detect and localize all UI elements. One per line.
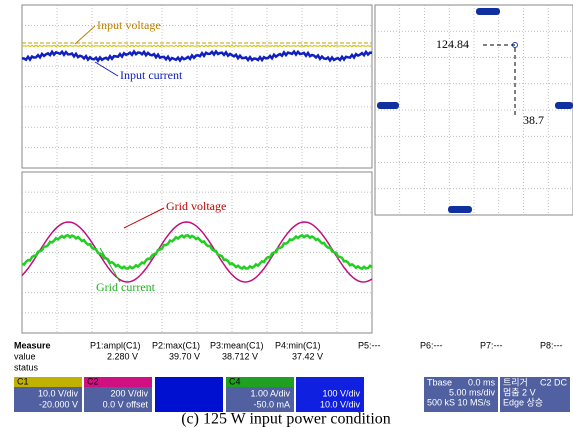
measure-header: P2:max(C1) xyxy=(152,340,200,350)
label: Grid current xyxy=(96,280,156,294)
measure-row-label: value xyxy=(14,351,36,361)
channel-line: 100 V/div xyxy=(322,388,360,398)
screenshot: Input voltage Input current 124.84 38.7 … xyxy=(0,0,573,428)
channel-name: C2 xyxy=(87,376,99,386)
caption: (c) 125 W input power condition xyxy=(181,411,391,428)
label: Input voltage xyxy=(97,18,161,32)
measure-header: P1:ampl(C1) xyxy=(90,340,141,350)
timebase-line: 5.00 ms/div xyxy=(449,387,496,397)
marker xyxy=(555,102,573,109)
channel-line: -50.0 mA xyxy=(253,399,290,409)
measure-header: P7:--- xyxy=(480,340,503,350)
channel-line: 0.0 V offset xyxy=(103,399,149,409)
marker xyxy=(377,102,399,109)
marker xyxy=(476,8,500,15)
measure-header: P5:--- xyxy=(358,340,381,350)
measure-header: P8:--- xyxy=(540,340,563,350)
channel-name: C4 xyxy=(229,376,241,386)
trigger-line: Edge 상승 xyxy=(503,397,543,407)
timebase-label: Tbase xyxy=(427,377,452,387)
trigger-line: C2 DC xyxy=(540,377,568,387)
channel-box xyxy=(155,377,223,412)
channel-line: 10.0 V/div xyxy=(320,399,361,409)
trigger-label: 트리거 xyxy=(503,377,528,387)
marker xyxy=(448,206,472,213)
measure-row-label: status xyxy=(14,362,39,372)
timebase-line: 500 kS 10 MS/s xyxy=(427,397,491,407)
label: 38.7 xyxy=(523,113,544,127)
channel-line: 10.0 V/div xyxy=(38,388,79,398)
label: Grid voltage xyxy=(166,199,226,213)
measure-value: 37.42 V xyxy=(292,351,323,361)
channel-line: 200 V/div xyxy=(110,388,148,398)
measure-header: Measure xyxy=(14,340,51,350)
timebase-line: 0.0 ms xyxy=(468,377,496,387)
trigger-line: 멈춤 2 V xyxy=(503,387,536,397)
measure-header: P4:min(C1) xyxy=(275,340,321,350)
channel-line: 1.00 A/div xyxy=(250,388,290,398)
measure-value: 39.70 V xyxy=(169,351,200,361)
measure-value: 38.712 V xyxy=(222,351,258,361)
measure-header: P6:--- xyxy=(420,340,443,350)
label: 124.84 xyxy=(436,37,469,51)
measure-value: 2.280 V xyxy=(107,351,138,361)
label: Input current xyxy=(120,68,183,82)
channel-line: -20.000 V xyxy=(39,399,78,409)
channel-name: C1 xyxy=(17,376,29,386)
measure-header: P3:mean(C1) xyxy=(210,340,264,350)
